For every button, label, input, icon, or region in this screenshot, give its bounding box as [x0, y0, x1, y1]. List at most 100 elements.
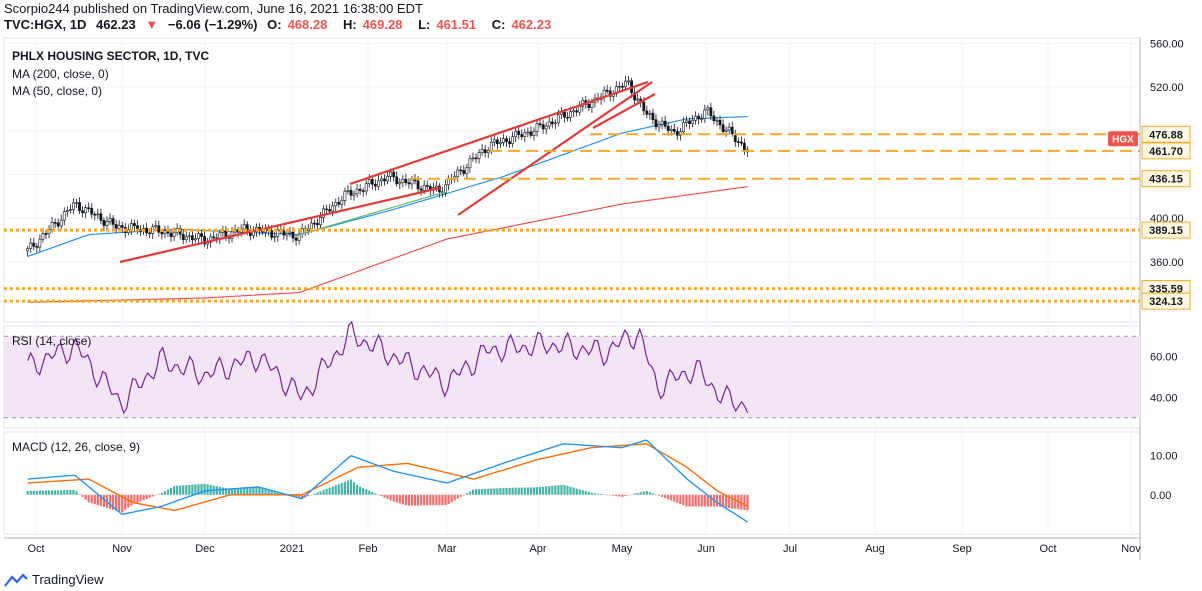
symbol: TVC:HGX, 1D	[4, 17, 87, 32]
macd-histogram-bar	[340, 482, 343, 495]
candle-body	[157, 225, 161, 233]
macd-histogram-bar	[279, 493, 282, 495]
macd-histogram-bar	[532, 487, 536, 495]
macd-histogram-bar	[380, 494, 383, 497]
macd-histogram-bar	[560, 484, 563, 495]
macd-histogram-bar	[603, 494, 606, 495]
macd-histogram-bar	[490, 488, 493, 495]
macd-histogram-bar	[481, 488, 484, 495]
candle-body	[724, 129, 728, 132]
horizontal-level-value: 476.88	[1149, 129, 1183, 141]
trendline	[457, 81, 653, 216]
change-down-arrow-icon: ▼	[145, 17, 159, 32]
macd-histogram-bar	[596, 493, 600, 495]
candle-body	[660, 120, 664, 125]
candle-body	[569, 111, 572, 118]
macd-histogram-bar	[633, 493, 636, 495]
macd-histogram-bar	[728, 494, 731, 509]
time-tick-label: Dec	[195, 543, 215, 555]
low-label: L:	[418, 17, 431, 32]
macd-histogram-bar	[538, 487, 542, 495]
macd-histogram-bar	[69, 490, 72, 495]
candle-body	[694, 115, 698, 121]
candle-body	[663, 120, 667, 127]
macd-histogram-bar	[81, 494, 84, 497]
time-tick-label: May	[612, 543, 633, 555]
macd-histogram-bar	[243, 487, 246, 495]
macd-histogram-bar	[615, 494, 618, 497]
horizontal-level-value: 461.70	[1149, 146, 1183, 158]
macd-histogram-bar	[237, 488, 240, 495]
macd-histogram-bar	[142, 494, 145, 501]
symbol-quote-line: TVC:HGX, 1D 462.23 ▼ −6.06 (−1.29%) O: 46…	[4, 17, 563, 32]
macd-histogram-bar	[54, 490, 57, 495]
macd-histogram-bar	[612, 494, 615, 496]
macd-histogram-bar	[517, 487, 520, 495]
macd-histogram-bar	[718, 494, 722, 507]
high-value: 469.28	[362, 17, 403, 32]
candle-body	[285, 232, 289, 236]
candle-body	[739, 141, 743, 144]
macd-histogram-bar	[438, 494, 441, 506]
macd-histogram-bar	[606, 494, 609, 496]
time-tick-label: Jun	[697, 543, 715, 555]
macd-histogram-bar	[127, 494, 130, 508]
candle-body	[578, 105, 582, 113]
candle-body	[627, 80, 630, 83]
candle-body	[691, 119, 694, 124]
macd-histogram-bar	[450, 494, 453, 503]
macd-histogram-bar	[398, 494, 401, 504]
macd-histogram-bar	[535, 487, 539, 495]
candle-body	[197, 233, 200, 240]
horizontal-level-value: 436.15	[1149, 174, 1183, 186]
macd-histogram-bar	[50, 490, 54, 495]
candle-body	[624, 80, 627, 88]
candle-body	[553, 122, 557, 125]
macd-histogram-bar	[331, 486, 334, 495]
macd-histogram-bar	[413, 494, 417, 506]
time-tick-label: Feb	[359, 543, 378, 555]
candle-body	[590, 102, 594, 109]
macd-histogram-bar	[520, 487, 523, 495]
candle-body	[242, 224, 246, 230]
macd-histogram-bar	[38, 490, 41, 495]
macd-histogram-bar	[416, 494, 420, 506]
candle-body	[459, 169, 463, 172]
macd-histogram-bar	[102, 494, 106, 507]
macd-histogram-bar	[26, 490, 29, 495]
macd-histogram-bar	[557, 485, 560, 495]
candle-body	[544, 125, 548, 130]
candle-body	[181, 233, 185, 240]
macd-histogram-bar	[310, 494, 313, 496]
candle-body	[224, 230, 228, 238]
macd-histogram-bar	[179, 485, 182, 495]
candle-body	[105, 221, 109, 226]
macd-histogram-bar	[642, 491, 645, 495]
candle-body	[78, 202, 81, 212]
macd-histogram-bar	[407, 494, 411, 506]
macd-histogram-bar	[676, 494, 679, 503]
macd-histogram-bar	[740, 494, 743, 510]
candle-body	[499, 142, 502, 145]
candle-body	[715, 119, 719, 122]
candle-body	[642, 101, 646, 112]
macd-histogram-bar	[298, 494, 301, 498]
candle-body	[651, 112, 655, 120]
macd-histogram-bar	[197, 484, 200, 495]
macd-histogram-bar	[276, 492, 279, 495]
macd-histogram-bar	[578, 489, 581, 495]
macd-histogram-bar	[301, 494, 304, 499]
macd-histogram-bar	[99, 494, 102, 507]
time-tick-label: Aug	[865, 543, 885, 555]
macd-histogram-bar	[389, 494, 392, 501]
macd-histogram-bar	[444, 494, 447, 506]
candle-body	[151, 226, 155, 234]
candle-body	[154, 225, 158, 228]
macd-histogram-bar	[365, 489, 368, 495]
macd-line	[27, 439, 749, 523]
macd-histogram-bar	[221, 487, 224, 495]
candle-body	[383, 178, 386, 182]
macd-histogram-bar	[697, 494, 700, 507]
price-pane	[3, 37, 1141, 323]
